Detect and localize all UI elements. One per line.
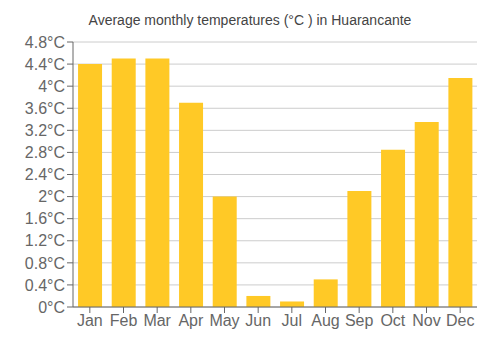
- svg-text:1.6°C: 1.6°C: [25, 210, 65, 227]
- svg-text:Dec: Dec: [446, 312, 474, 329]
- svg-text:3.6°C: 3.6°C: [25, 100, 65, 117]
- svg-text:Aug: Aug: [311, 312, 339, 329]
- svg-text:Jan: Jan: [77, 312, 103, 329]
- svg-text:Mar: Mar: [143, 312, 171, 329]
- svg-text:0°C: 0°C: [38, 299, 65, 316]
- svg-text:0.8°C: 0.8°C: [25, 255, 65, 272]
- svg-text:Sep: Sep: [345, 312, 374, 329]
- svg-text:Feb: Feb: [110, 312, 138, 329]
- svg-text:Oct: Oct: [380, 312, 405, 329]
- svg-text:Nov: Nov: [412, 312, 440, 329]
- svg-text:1.2°C: 1.2°C: [25, 232, 65, 249]
- svg-text:4.4°C: 4.4°C: [25, 56, 65, 73]
- svg-text:2°C: 2°C: [38, 188, 65, 205]
- html-text:Average monthly temperatures (: Average monthly temperatures (°C ) in Hu…: [88, 12, 412, 28]
- svg-text:0.4°C: 0.4°C: [25, 277, 65, 294]
- svg-text:3.2°C: 3.2°C: [25, 122, 65, 139]
- svg-text:4°C: 4°C: [38, 78, 65, 95]
- svg-text:May: May: [209, 312, 239, 329]
- svg-text:Apr: Apr: [178, 312, 204, 329]
- svg-text:2.8°C: 2.8°C: [25, 144, 65, 161]
- svg-text:2.4°C: 2.4°C: [25, 166, 65, 183]
- svg-text:Jul: Jul: [282, 312, 302, 329]
- svg-text:Jun: Jun: [245, 312, 271, 329]
- svg-text:4.8°C: 4.8°C: [25, 34, 65, 51]
